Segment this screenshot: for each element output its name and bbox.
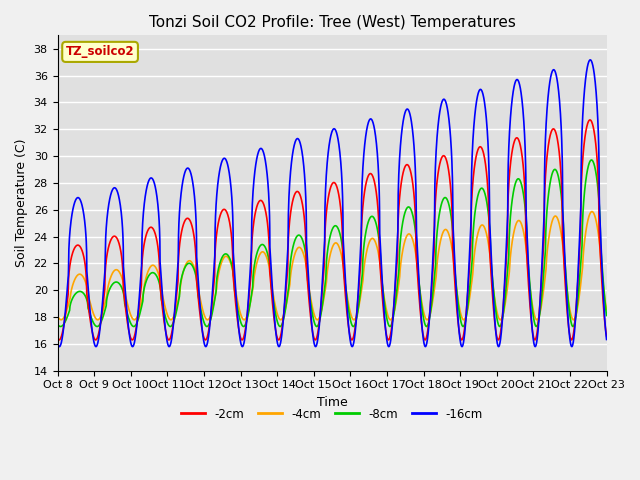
-2cm: [603, 333, 611, 339]
-8cm: [264, 253, 272, 259]
Y-axis label: Soil Temperature (C): Soil Temperature (C): [15, 139, 28, 267]
-8cm: [54, 322, 61, 327]
-8cm: [240, 324, 248, 329]
-16cm: [264, 185, 272, 191]
-8cm: [288, 249, 296, 254]
-16cm: [149, 177, 157, 182]
-16cm: [116, 203, 124, 208]
-4cm: [54, 313, 61, 319]
-8cm: [149, 270, 157, 276]
-16cm: [603, 336, 611, 342]
-16cm: [54, 340, 61, 346]
-4cm: [592, 218, 600, 224]
-8cm: [533, 324, 541, 329]
-2cm: [586, 117, 594, 123]
-16cm: [592, 89, 600, 95]
-16cm: [288, 155, 296, 161]
-4cm: [288, 264, 296, 270]
-8cm: [116, 282, 124, 288]
-4cm: [264, 259, 272, 265]
-2cm: [275, 337, 282, 343]
-4cm: [588, 209, 596, 215]
-8cm: [603, 312, 611, 318]
Line: -8cm: -8cm: [58, 160, 607, 326]
-16cm: [56, 344, 63, 349]
-4cm: [603, 307, 611, 312]
Line: -2cm: -2cm: [58, 120, 607, 340]
-4cm: [533, 317, 541, 323]
Line: -16cm: -16cm: [58, 60, 607, 347]
-2cm: [592, 144, 600, 150]
Title: Tonzi Soil CO2 Profile: Tree (West) Temperatures: Tonzi Soil CO2 Profile: Tree (West) Temp…: [148, 15, 515, 30]
Line: -4cm: -4cm: [58, 212, 607, 320]
-2cm: [149, 226, 157, 231]
X-axis label: Time: Time: [317, 396, 348, 409]
Legend: -2cm, -4cm, -8cm, -16cm: -2cm, -4cm, -8cm, -16cm: [177, 403, 487, 425]
-2cm: [54, 336, 61, 341]
-4cm: [149, 263, 157, 268]
-2cm: [116, 245, 124, 251]
-8cm: [588, 157, 595, 163]
-16cm: [586, 57, 594, 63]
-4cm: [350, 317, 358, 323]
-2cm: [264, 226, 272, 231]
-2cm: [288, 201, 296, 207]
-2cm: [533, 332, 541, 337]
-4cm: [116, 271, 124, 276]
Text: TZ_soilco2: TZ_soilco2: [66, 46, 134, 59]
-8cm: [592, 171, 600, 177]
-16cm: [533, 338, 541, 344]
